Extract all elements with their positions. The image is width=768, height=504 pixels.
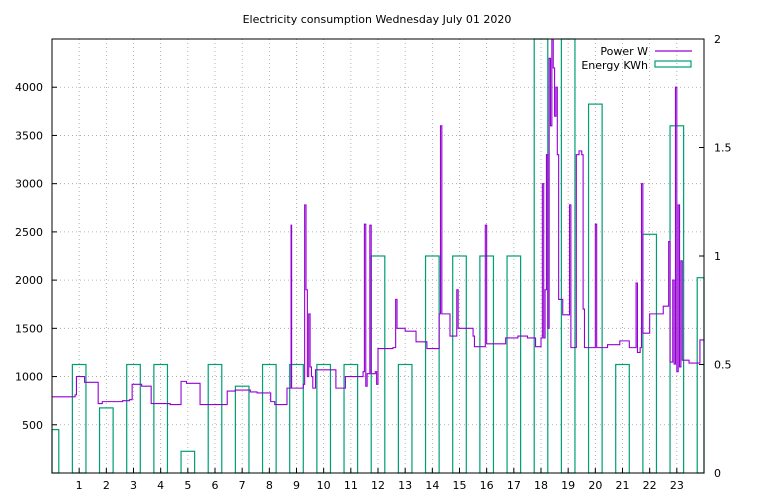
x-tick-label: 18 [534, 479, 548, 492]
energy-bar [126, 363, 141, 474]
energy-bar [452, 255, 467, 474]
x-tick-label: 3 [130, 479, 137, 492]
y-right-tick-label: 1.5 [714, 142, 732, 155]
x-tick-label: 7 [239, 479, 246, 492]
y-right-tick-label: 0.5 [714, 359, 732, 372]
energy-bar [696, 277, 705, 474]
y-left-tick-label: 1000 [15, 371, 43, 384]
energy-bar [424, 255, 440, 474]
y-right-tick-label: 2 [714, 33, 721, 46]
power-series [52, 38, 705, 406]
energy-bar [397, 363, 413, 474]
x-tick-label: 8 [266, 479, 273, 492]
power-line [52, 38, 705, 406]
y-right-tick-label: 1 [714, 250, 721, 263]
x-tick-label: 21 [616, 479, 630, 492]
x-tick-label: 17 [507, 479, 521, 492]
y-left-tick-label: 2500 [15, 226, 43, 239]
energy-bar [51, 429, 60, 474]
y-left-tick-label: 4000 [15, 81, 43, 94]
x-tick-label: 11 [344, 479, 358, 492]
x-tick-label: 13 [398, 479, 412, 492]
legend-label-energy: Energy KWh [581, 59, 648, 72]
x-tick-label: 4 [157, 479, 164, 492]
energy-bar [261, 363, 277, 474]
x-tick-label: 5 [184, 479, 191, 492]
x-tick-label: 10 [317, 479, 331, 492]
x-tick-label: 2 [103, 479, 110, 492]
chart-title: Electricity consumption Wednesday July 0… [243, 13, 512, 26]
legend: Power W Energy KWh [581, 45, 692, 72]
axes-layer: 1 2 3 4 5 6 7 8 9 10 11 12 13 14 15 16 17 18 19 20 21 22 23500… [15, 33, 732, 492]
x-tick-label: 16 [480, 479, 494, 492]
x-tick-label: 15 [453, 479, 467, 492]
legend-label-power: Power W [600, 45, 648, 58]
y-left-tick-label: 3500 [15, 129, 43, 142]
energy-bar [343, 363, 359, 474]
energy-bar [615, 363, 630, 474]
energy-bar [153, 363, 169, 474]
y-left-tick-label: 500 [22, 419, 43, 432]
y-left-tick-label: 3000 [15, 178, 43, 191]
energy-bar [316, 363, 332, 474]
x-tick-label: 22 [643, 479, 657, 492]
energy-bar [207, 363, 223, 474]
x-tick-label: 6 [212, 479, 219, 492]
energy-bar [642, 233, 658, 474]
x-tick-label: 23 [670, 479, 684, 492]
x-tick-label: 12 [371, 479, 385, 492]
plot-border [51, 38, 705, 474]
x-tick-label: 19 [561, 479, 575, 492]
energy-bar [506, 255, 522, 474]
x-tick-label: 1 [76, 479, 83, 492]
energy-bar [71, 363, 87, 474]
x-tick-label: 14 [425, 479, 439, 492]
x-tick-label: 9 [293, 479, 300, 492]
y-left-tick-label: 1500 [15, 322, 43, 335]
y-right-tick-label: 0 [714, 467, 721, 480]
legend-swatch-energy [654, 60, 692, 68]
y-left-tick-label: 2000 [15, 274, 43, 287]
x-tick-label: 20 [588, 479, 602, 492]
